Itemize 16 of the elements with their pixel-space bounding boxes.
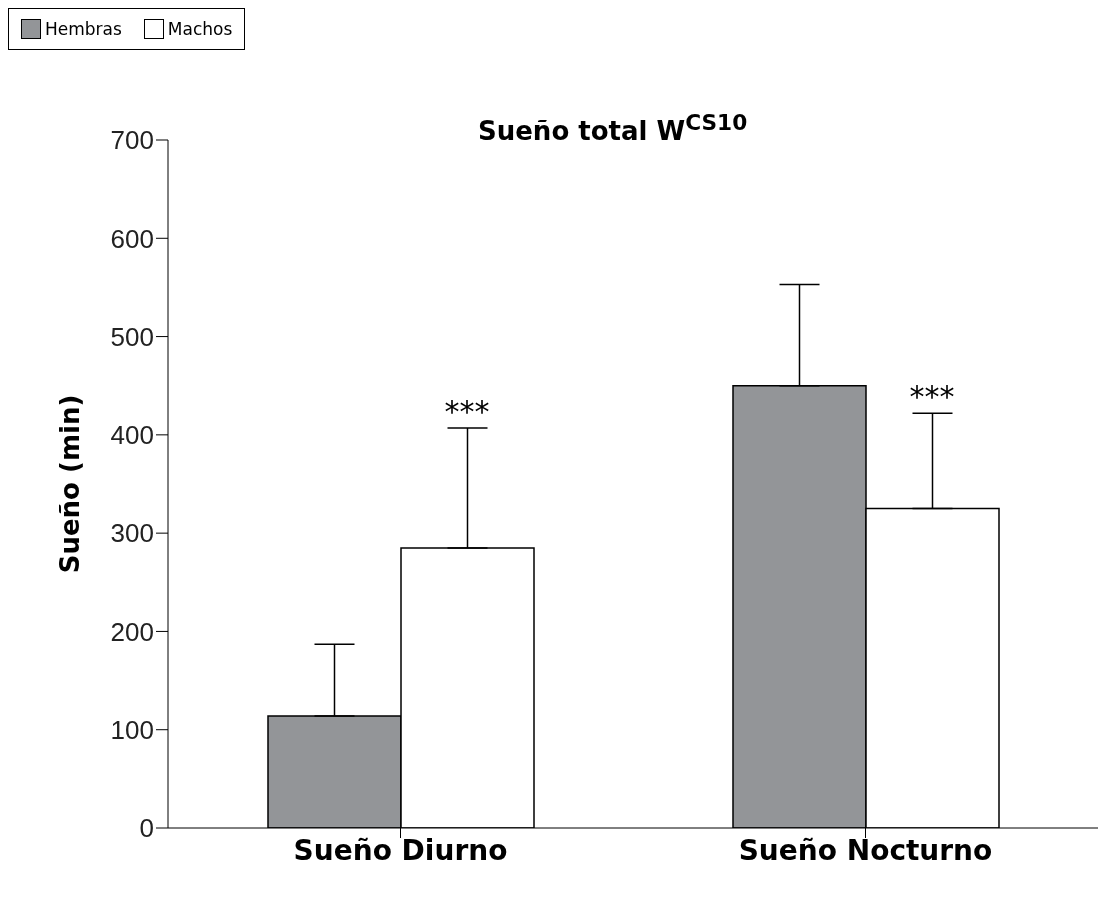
y-tick-label: 300 xyxy=(110,518,154,549)
y-axis-title: Sueño (min) xyxy=(55,394,86,574)
annotation: *** xyxy=(909,379,955,415)
y-tick-label: 500 xyxy=(110,321,154,352)
x-tick-label: Sueño Diurno xyxy=(293,833,508,867)
annotation: *** xyxy=(444,393,490,429)
y-tick-label: 400 xyxy=(110,420,154,451)
y-tick-label: 200 xyxy=(110,616,154,647)
legend-label: Machos xyxy=(167,19,233,39)
y-tick-label: 100 xyxy=(110,714,154,745)
chart-title: Sueño total W$^{CS10}$ xyxy=(478,110,748,146)
legend-label: Hembras xyxy=(45,19,122,39)
x-tick-label: Sueño Nocturno xyxy=(738,833,993,867)
y-tick-label: 700 xyxy=(110,125,154,156)
y-tick-label: 0 xyxy=(139,813,154,844)
y-tick-label: 600 xyxy=(110,223,154,254)
